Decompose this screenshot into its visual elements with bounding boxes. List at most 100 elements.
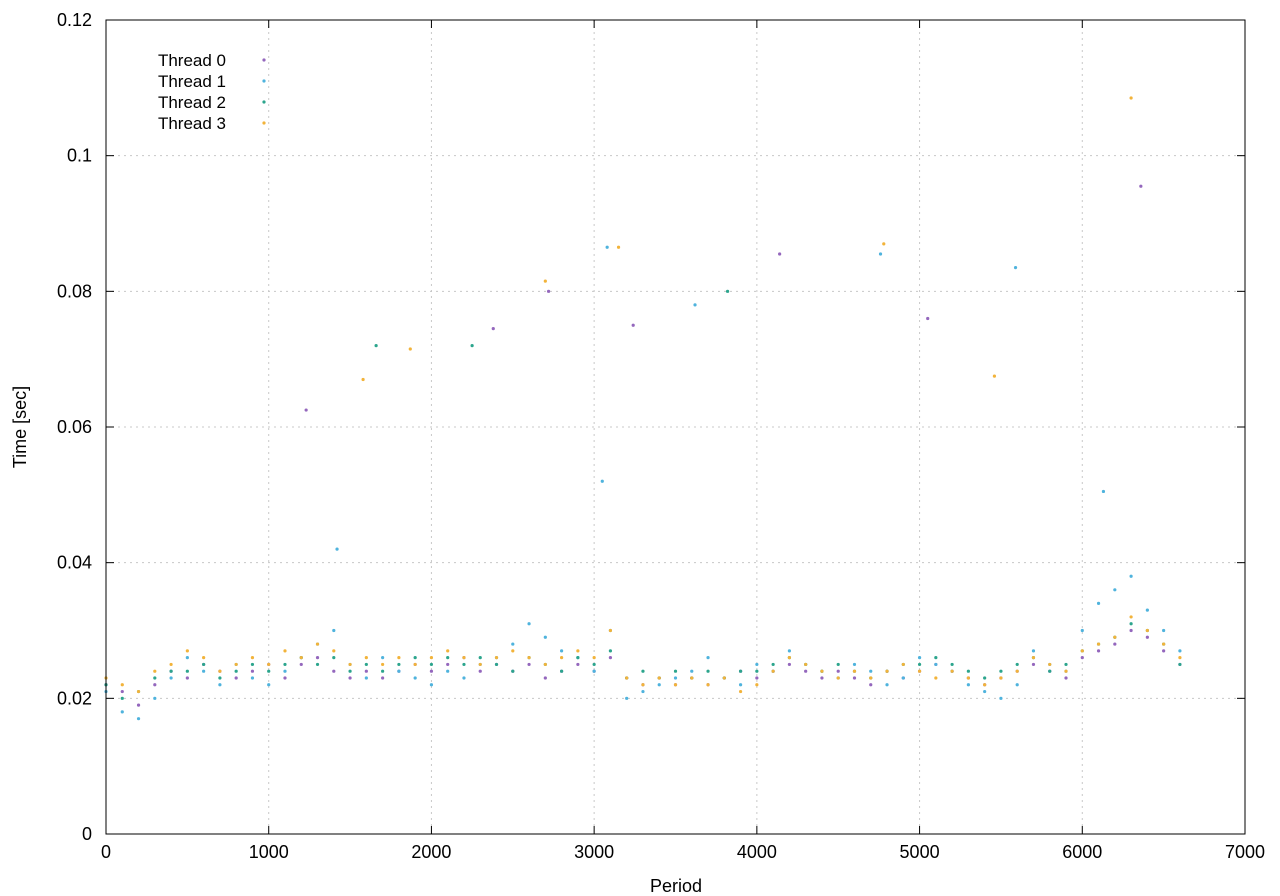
data-point: [576, 662, 580, 667]
data-point: [605, 245, 609, 249]
x-axis-title: Period: [650, 876, 702, 896]
data-point: [1178, 662, 1182, 667]
data-point: [234, 669, 238, 673]
data-point: [934, 676, 938, 680]
data-point: [361, 377, 365, 382]
x-tick-label: 0: [101, 842, 111, 862]
data-point: [1031, 656, 1036, 660]
data-point: [250, 676, 255, 680]
data-point: [1064, 669, 1068, 673]
data-point: [738, 669, 743, 673]
legend-label: Thread 1: [158, 72, 226, 91]
data-point: [966, 676, 970, 680]
data-point: [641, 689, 645, 694]
data-point: [885, 683, 889, 687]
data-point: [546, 289, 551, 293]
data-point: [1162, 628, 1166, 633]
data-point: [1139, 184, 1143, 188]
data-point: [869, 676, 873, 680]
data-point: [999, 696, 1003, 700]
data-point: [527, 622, 531, 626]
data-point: [836, 676, 840, 680]
data-point: [869, 669, 873, 673]
data-point: [836, 662, 840, 667]
data-point: [804, 669, 808, 673]
y-tick-label: 0.1: [67, 146, 92, 166]
data-point: [1145, 608, 1149, 612]
data-point: [1162, 649, 1166, 653]
data-point: [592, 669, 596, 673]
data-point: [381, 669, 385, 673]
data-point: [901, 662, 905, 667]
data-point: [706, 656, 710, 660]
data-point: [491, 327, 495, 331]
data-point: [446, 662, 450, 667]
data-point: [153, 676, 157, 680]
x-tick-label: 7000: [1225, 842, 1265, 862]
data-point: [413, 656, 417, 660]
data-point: [511, 669, 515, 673]
data-point: [852, 662, 857, 667]
data-point: [332, 649, 336, 653]
data-point: [1129, 574, 1133, 578]
legend-marker: [262, 100, 266, 104]
plot-frame: [105, 19, 1246, 835]
data-point: [738, 683, 743, 687]
data-point: [364, 656, 368, 660]
legend-label: Thread 0: [158, 51, 226, 70]
data-point: [397, 662, 401, 667]
data-point: [755, 669, 759, 673]
data-point: [999, 676, 1003, 680]
data-point: [852, 676, 857, 680]
data-point: [631, 323, 635, 327]
series-3: [104, 96, 1182, 694]
data-point: [560, 649, 564, 653]
data-point: [917, 662, 922, 667]
data-point: [250, 669, 255, 673]
data-point: [348, 676, 352, 680]
data-point: [706, 669, 710, 673]
data-point: [1031, 649, 1036, 653]
data-point: [608, 649, 613, 653]
data-point: [690, 676, 694, 680]
x-tick-label: 5000: [900, 842, 940, 862]
data-point: [120, 683, 124, 687]
data-point: [1080, 628, 1084, 633]
data-point: [120, 710, 124, 714]
data-point: [787, 649, 792, 653]
data-point: [983, 683, 987, 687]
data-point: [950, 662, 954, 667]
data-point: [690, 669, 694, 673]
x-tick-label: 6000: [1062, 842, 1102, 862]
data-point: [885, 669, 889, 673]
data-point: [185, 656, 189, 660]
data-point: [1048, 662, 1052, 667]
data-point: [478, 662, 482, 667]
data-point: [397, 669, 401, 673]
data-point: [304, 408, 308, 412]
data-point: [462, 656, 466, 660]
data-point: [820, 669, 824, 673]
data-point: [869, 683, 873, 687]
data-point: [218, 676, 222, 680]
data-point: [592, 656, 596, 660]
data-point: [202, 662, 206, 667]
data-point: [218, 683, 222, 687]
data-point: [1145, 635, 1149, 639]
ticks-layer: [105, 19, 1246, 835]
data-point: [966, 669, 970, 673]
data-point: [446, 656, 450, 660]
legend-marker: [262, 58, 266, 62]
data-point: [202, 669, 206, 673]
data-point: [725, 289, 730, 293]
data-point: [348, 662, 352, 667]
data-point: [820, 676, 824, 680]
x-tick-label: 2000: [411, 842, 451, 862]
points-layer: [104, 96, 1182, 721]
x-tick-label: 4000: [737, 842, 777, 862]
data-point: [543, 279, 547, 283]
data-point: [332, 628, 336, 633]
data-point: [778, 252, 782, 256]
x-tick-labels: 0 1000 2000 3000 4000 5000 6000 7000: [101, 842, 1265, 862]
